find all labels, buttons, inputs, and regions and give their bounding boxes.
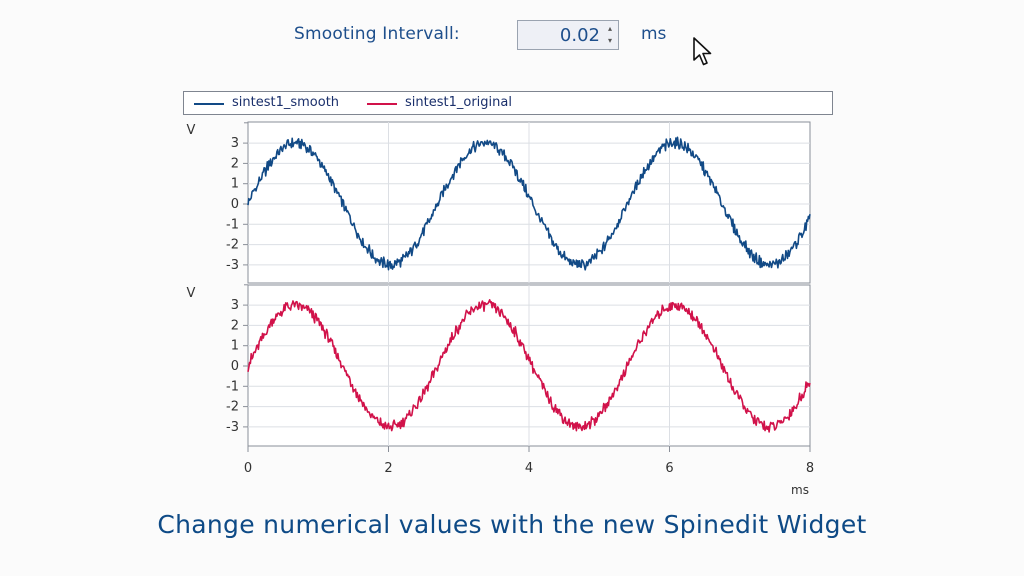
chart-legend: sintest1_smooth sintest1_original xyxy=(183,91,833,115)
spinedit-unit: ms xyxy=(641,24,667,44)
spinedit-row: Smooting Intervall: 0.02 ▴ ▾ ms xyxy=(0,18,1024,52)
x-tick-label: 2 xyxy=(384,461,392,476)
y-tick-label: 1 xyxy=(231,177,239,192)
series-line-sintest1_smooth xyxy=(247,136,811,271)
caption-text: Change numerical values with the new Spi… xyxy=(157,510,867,539)
y-axis-label: V xyxy=(187,286,196,301)
spinedit-field[interactable]: 0.02 ▴ ▾ xyxy=(517,20,619,50)
spinedit-value[interactable]: 0.02 xyxy=(559,25,600,46)
y-tick-label: -3 xyxy=(226,258,239,273)
y-tick-label: 2 xyxy=(231,156,239,171)
y-tick-label: -2 xyxy=(226,238,239,253)
spinedit-label: Smooting Intervall: xyxy=(294,24,460,44)
chart-area: 3 2 1 0 -1 -2 -3 V 3 2 1 0 -1 -2 -3 V 0 2 4 6 8 ms xyxy=(187,121,814,497)
x-tick-label: 6 xyxy=(665,461,673,476)
spin-up-icon[interactable]: ▴ xyxy=(607,24,612,33)
series-line-sintest1_original xyxy=(247,299,811,433)
legend-swatch-smooth xyxy=(194,103,224,105)
y-tick-label: 3 xyxy=(231,298,239,313)
y-tick-label: 2 xyxy=(231,318,239,333)
y-tick-label: 1 xyxy=(231,339,239,354)
spin-down-icon[interactable]: ▾ xyxy=(607,36,612,45)
y-tick-label: -1 xyxy=(226,217,239,232)
x-tick-label: 0 xyxy=(244,461,252,476)
legend-label-smooth: sintest1_smooth xyxy=(232,95,340,110)
x-axis-label: ms xyxy=(791,483,809,497)
y-tick-label: 0 xyxy=(231,359,239,374)
y-tick-label: -1 xyxy=(226,379,239,394)
y-tick-label: 3 xyxy=(231,136,239,151)
mouse-pointer-icon xyxy=(693,37,712,66)
legend-label-original: sintest1_original xyxy=(405,95,512,110)
legend-swatch-original xyxy=(367,103,397,105)
x-tick-label: 8 xyxy=(806,461,814,476)
x-tick-label: 4 xyxy=(525,461,533,476)
spinedit-arrows: ▴ ▾ xyxy=(604,23,616,47)
y-axis-label: V xyxy=(187,123,196,138)
y-tick-label: -2 xyxy=(226,400,239,415)
y-tick-label: -3 xyxy=(226,420,239,435)
y-tick-label: 0 xyxy=(231,197,239,212)
